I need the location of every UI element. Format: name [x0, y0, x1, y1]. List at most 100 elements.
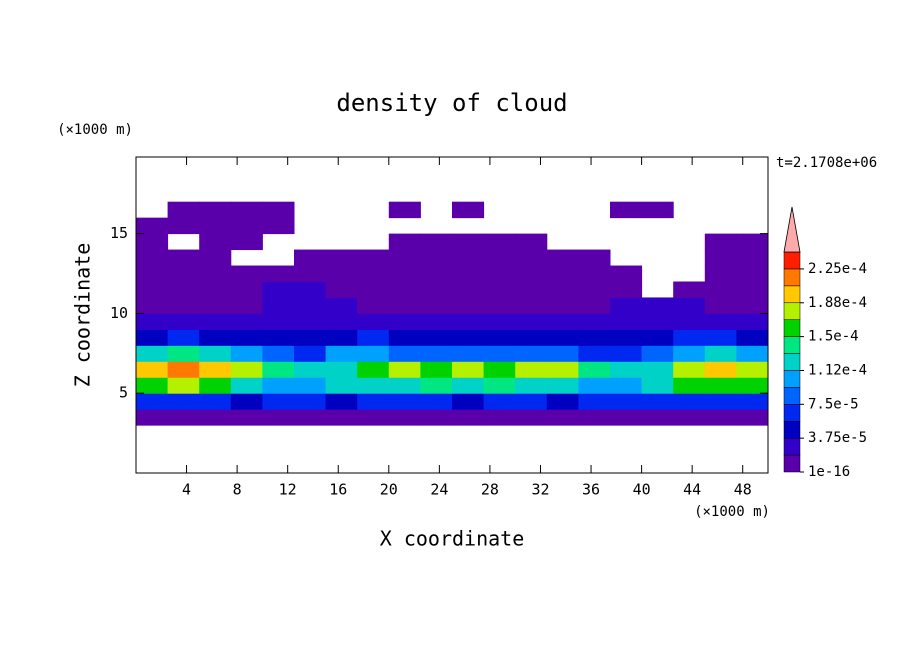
cell — [483, 393, 516, 410]
cell — [546, 281, 579, 298]
cell — [357, 313, 390, 330]
cell — [736, 345, 769, 362]
cell — [199, 377, 232, 394]
cell — [452, 233, 485, 251]
cell — [704, 345, 737, 362]
cell — [167, 409, 200, 426]
cell — [388, 409, 421, 426]
cell — [136, 329, 169, 346]
cell — [167, 329, 200, 346]
cell — [452, 249, 485, 267]
colorbar-box — [783, 353, 801, 371]
cell — [452, 377, 485, 394]
cell — [704, 281, 737, 298]
cell — [262, 201, 295, 219]
cell — [610, 265, 643, 282]
cell — [136, 297, 169, 314]
cell — [704, 329, 737, 346]
cell — [452, 265, 485, 282]
cell — [136, 361, 169, 378]
cell — [167, 281, 200, 298]
cell — [610, 409, 643, 426]
cell — [610, 361, 643, 378]
cell — [262, 329, 295, 346]
cell — [546, 249, 579, 267]
cell — [294, 297, 327, 314]
cell — [230, 233, 263, 251]
cell — [515, 345, 548, 362]
cell — [294, 345, 327, 362]
cell — [357, 361, 390, 378]
cell — [167, 201, 200, 219]
cell — [230, 217, 263, 235]
cell — [578, 297, 611, 314]
cell — [736, 393, 769, 410]
cell — [736, 265, 769, 282]
x-axis-label: X coordinate — [380, 527, 525, 551]
cell — [357, 249, 390, 267]
cell — [736, 329, 769, 346]
cell — [578, 281, 611, 298]
cell — [167, 217, 200, 235]
cell — [673, 281, 706, 298]
plot-frame — [135, 156, 769, 474]
cell — [610, 297, 643, 314]
cell — [546, 297, 579, 314]
cell — [704, 249, 737, 267]
cell — [230, 281, 263, 298]
cell — [546, 377, 579, 394]
cell — [673, 297, 706, 314]
cell — [325, 393, 358, 410]
cell — [578, 409, 611, 426]
cell — [388, 201, 421, 219]
cell — [641, 345, 674, 362]
y-tick-label: 5 — [119, 384, 128, 402]
colorbar-box — [783, 387, 801, 405]
cell — [578, 377, 611, 394]
cell — [736, 249, 769, 267]
cell — [704, 313, 737, 330]
cell — [388, 265, 421, 282]
cell — [673, 409, 706, 426]
cell — [420, 377, 453, 394]
cell — [578, 329, 611, 346]
cell — [736, 281, 769, 298]
cell — [262, 409, 295, 426]
cell — [736, 313, 769, 330]
cell — [736, 361, 769, 378]
cell — [641, 329, 674, 346]
cell — [388, 361, 421, 378]
cell — [357, 345, 390, 362]
cell — [325, 313, 358, 330]
cell — [199, 361, 232, 378]
cell — [199, 329, 232, 346]
cell — [483, 233, 516, 251]
cell — [230, 345, 263, 362]
cell — [167, 249, 200, 267]
cell — [325, 345, 358, 362]
cell — [136, 265, 169, 282]
cell — [483, 329, 516, 346]
x-tick-label: 44 — [683, 481, 701, 499]
cell — [230, 393, 263, 410]
cell — [230, 377, 263, 394]
cell — [420, 297, 453, 314]
cell — [641, 377, 674, 394]
x-tick-label: 48 — [734, 481, 752, 499]
cell — [388, 393, 421, 410]
cell — [515, 361, 548, 378]
cell — [515, 249, 548, 267]
cell — [262, 313, 295, 330]
cell — [673, 329, 706, 346]
cell — [420, 393, 453, 410]
cell — [420, 249, 453, 267]
cell — [546, 265, 579, 282]
cell — [136, 313, 169, 330]
cell — [167, 265, 200, 282]
colorbar-box — [783, 285, 801, 304]
cell — [262, 217, 295, 235]
cell — [357, 281, 390, 298]
cell — [578, 393, 611, 410]
cell — [546, 409, 579, 426]
cell — [325, 281, 358, 298]
